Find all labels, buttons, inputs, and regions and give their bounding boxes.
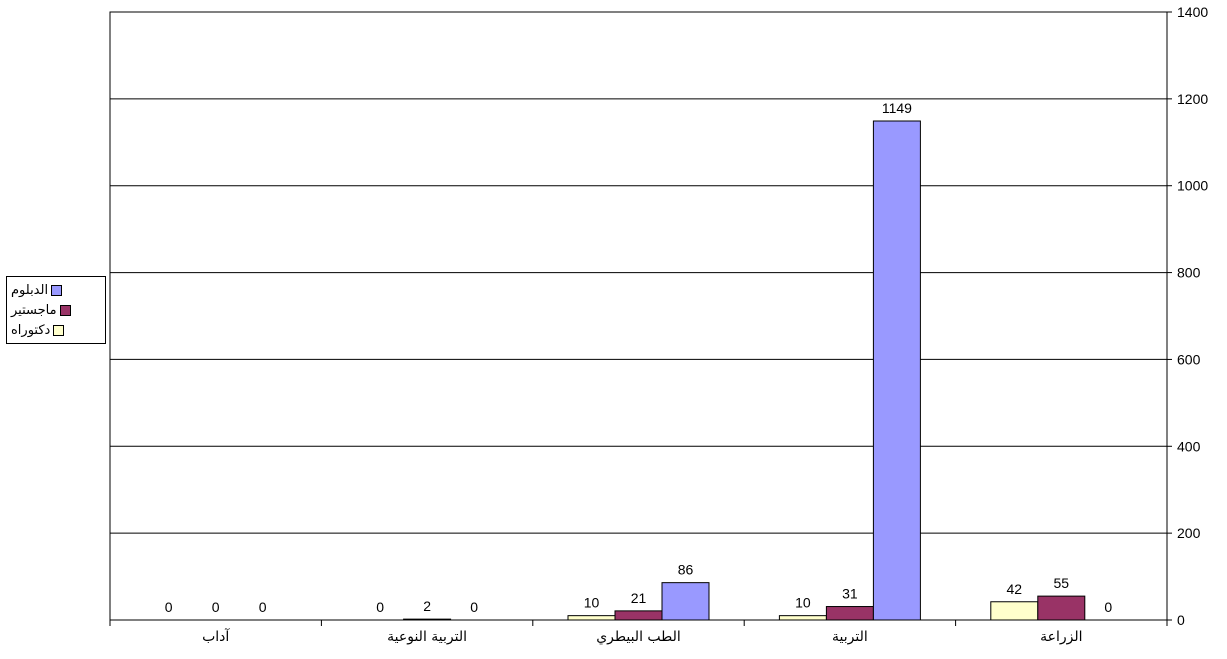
data-label: 0 <box>165 599 173 615</box>
category-label: آداب <box>202 628 230 645</box>
bar <box>1037 595 1086 621</box>
legend-label-doctorate: دكتوراه <box>11 322 51 338</box>
data-label: 2 <box>423 598 431 614</box>
y-tick-label: 800 <box>1177 265 1201 281</box>
data-label: 21 <box>631 590 647 606</box>
data-label: 10 <box>795 595 811 611</box>
bar <box>661 582 710 621</box>
bar <box>403 618 452 621</box>
legend-swatch-diploma <box>51 284 63 296</box>
legend-swatch-doctorate <box>53 324 65 336</box>
legend-label-masters: ماجستير <box>11 302 57 318</box>
legend-label-diploma: الدبلوم <box>11 282 49 298</box>
data-label: 0 <box>212 599 220 615</box>
data-label: 0 <box>376 599 384 615</box>
y-tick-label: 0 <box>1177 612 1185 628</box>
data-label: 0 <box>1104 599 1112 615</box>
data-label: 1149 <box>882 100 912 116</box>
category-label: الطب البيطري <box>596 629 681 645</box>
y-tick-label: 1000 <box>1177 178 1208 194</box>
y-tick-label: 200 <box>1177 525 1201 541</box>
data-label: 42 <box>1007 581 1023 597</box>
bar <box>872 120 921 621</box>
data-label: 31 <box>842 586 858 602</box>
category-label: التربية النوعية <box>387 629 467 645</box>
data-label: 86 <box>678 562 694 578</box>
data-label: 0 <box>470 599 478 615</box>
bar <box>614 610 663 621</box>
data-label: 0 <box>259 599 267 615</box>
bar <box>567 615 616 621</box>
legend-swatch-masters <box>59 304 71 316</box>
category-label: الزراعة <box>1040 629 1082 645</box>
category-label: التربية <box>832 629 868 645</box>
y-tick-label: 1200 <box>1177 91 1208 107</box>
plot-area <box>109 11 1168 621</box>
legend-item-masters: ماجستير <box>11 300 101 320</box>
y-tick-label: 400 <box>1177 438 1201 454</box>
bar <box>990 601 1039 621</box>
data-label: 10 <box>584 595 600 611</box>
data-label: 55 <box>1054 575 1070 591</box>
bar <box>825 606 874 621</box>
y-tick-label: 600 <box>1177 351 1201 367</box>
legend-item-doctorate: دكتوراه <box>11 320 101 340</box>
legend-item-diploma: الدبلوم <box>11 280 101 300</box>
y-tick-label: 1400 <box>1177 4 1208 20</box>
bar <box>778 615 827 621</box>
chart-legend: الدبلوم ماجستير دكتوراه <box>6 276 106 344</box>
